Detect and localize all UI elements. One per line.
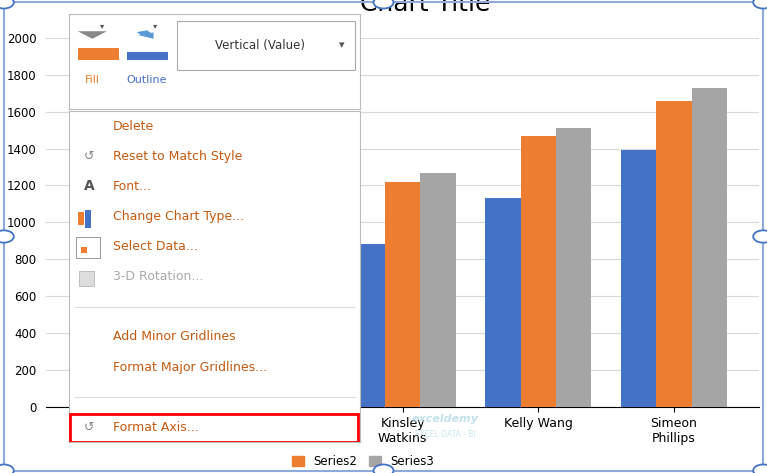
Legend: Series2, Series3: Series2, Series3 <box>288 450 439 473</box>
FancyBboxPatch shape <box>79 271 94 286</box>
Bar <box>556 128 591 407</box>
Text: Vertical (Value): Vertical (Value) <box>215 39 305 52</box>
Bar <box>692 88 727 407</box>
Bar <box>81 246 87 253</box>
Text: Font...: Font... <box>113 180 152 193</box>
Bar <box>85 210 91 228</box>
Text: 3-D Rotation...: 3-D Rotation... <box>113 270 203 283</box>
Bar <box>350 245 385 407</box>
Text: A: A <box>84 179 95 193</box>
Bar <box>77 211 84 225</box>
Text: ▾: ▾ <box>153 21 157 30</box>
Bar <box>214 263 249 407</box>
Bar <box>71 414 358 442</box>
Text: Format Major Gridlines...: Format Major Gridlines... <box>113 360 267 374</box>
FancyBboxPatch shape <box>177 21 354 70</box>
Text: ▾: ▾ <box>339 40 344 51</box>
Bar <box>521 136 556 407</box>
Bar <box>78 287 114 407</box>
Text: Change Chart Type...: Change Chart Type... <box>113 210 244 223</box>
Bar <box>127 52 168 60</box>
Text: ↺: ↺ <box>84 150 94 163</box>
Text: Add Minor Gridlines: Add Minor Gridlines <box>113 331 235 343</box>
Bar <box>249 215 285 407</box>
Text: exceldemy: exceldemy <box>411 413 479 424</box>
FancyArrow shape <box>77 31 107 39</box>
Text: EXCEL DATA - BI: EXCEL DATA - BI <box>414 429 476 439</box>
Bar <box>621 150 657 407</box>
Bar <box>77 48 119 60</box>
Text: Delete: Delete <box>113 120 154 133</box>
Bar <box>657 101 692 407</box>
Bar <box>420 174 456 407</box>
Bar <box>385 182 420 407</box>
Bar <box>285 235 320 407</box>
Bar <box>149 278 184 407</box>
Bar <box>114 281 149 407</box>
Text: Reset to Match Style: Reset to Match Style <box>113 150 242 163</box>
Bar <box>486 198 521 407</box>
Text: Fill: Fill <box>85 75 100 86</box>
Text: ↺: ↺ <box>84 420 94 434</box>
Text: Outline: Outline <box>126 75 166 86</box>
Text: Chart Title: Chart Title <box>360 0 490 16</box>
FancyArrow shape <box>137 30 153 39</box>
Text: Format Axis...: Format Axis... <box>113 420 199 434</box>
Text: Select Data...: Select Data... <box>113 240 198 253</box>
Text: ▾: ▾ <box>100 21 104 30</box>
